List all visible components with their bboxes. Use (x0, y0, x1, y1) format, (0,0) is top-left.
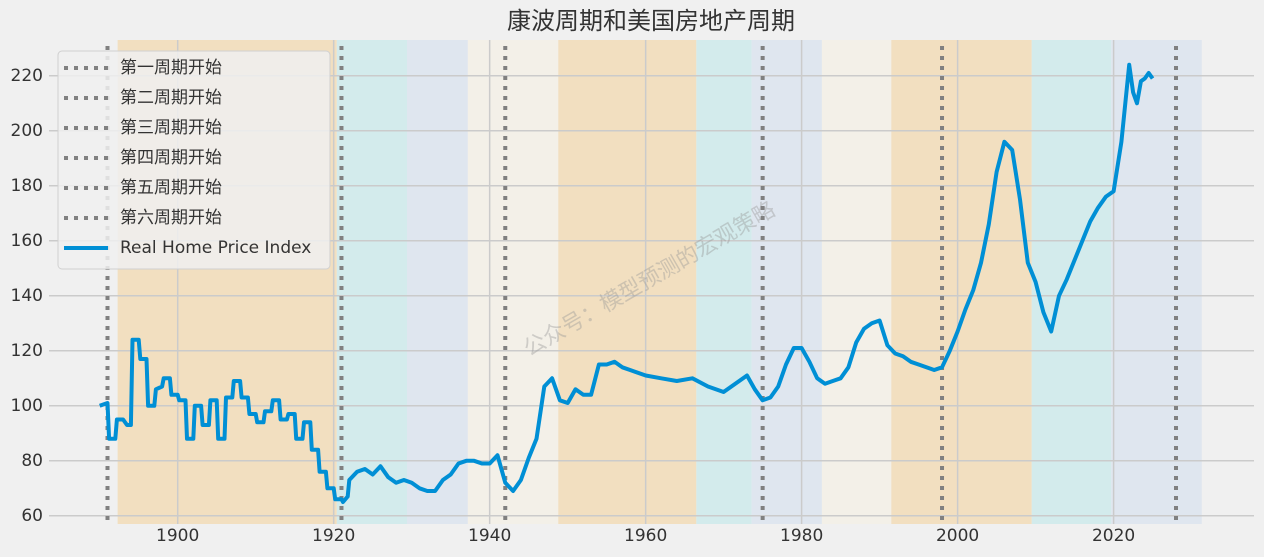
legend-box (57, 50, 331, 270)
legend-label: 第三周期开始 (120, 118, 222, 138)
span (558, 40, 697, 524)
span (751, 40, 822, 524)
y-tick-label: 60 (21, 506, 43, 526)
x-tick-label: 1900 (156, 526, 199, 546)
legend-label: Real Home Price Index (120, 238, 311, 258)
y-tick-label: 120 (11, 341, 43, 361)
x-tick-label: 1960 (624, 526, 667, 546)
span (1031, 40, 1112, 524)
span (696, 40, 752, 524)
legend-label: 第四周期开始 (120, 148, 222, 168)
x-tick-label: 2020 (1092, 526, 1135, 546)
x-tick-label: 1920 (312, 526, 355, 546)
legend-label: 第一周期开始 (120, 58, 222, 78)
x-tick-label: 1980 (780, 526, 823, 546)
y-tick-label: 180 (11, 176, 43, 196)
x-tick-label: 1940 (468, 526, 511, 546)
legend-label: 第二周期开始 (120, 88, 222, 108)
span (1111, 40, 1202, 524)
span (467, 40, 559, 524)
y-tick-label: 160 (11, 231, 43, 251)
y-tick-label: 100 (11, 396, 43, 416)
span (821, 40, 892, 524)
legend-label: 第五周期开始 (120, 178, 222, 198)
y-tick-label: 140 (11, 286, 43, 306)
span (336, 40, 407, 524)
data-line (99, 62, 1155, 504)
y-tick-label: 80 (21, 451, 43, 471)
y-tick-label: 200 (11, 121, 43, 141)
y-tick-label: 220 (11, 66, 43, 86)
legend-label: 第六周期开始 (120, 208, 222, 228)
span (891, 40, 1032, 524)
chart-title: 康波周期和美国房地产周期 (507, 7, 795, 35)
x-tick-label: 2000 (936, 526, 979, 546)
span (406, 40, 468, 524)
